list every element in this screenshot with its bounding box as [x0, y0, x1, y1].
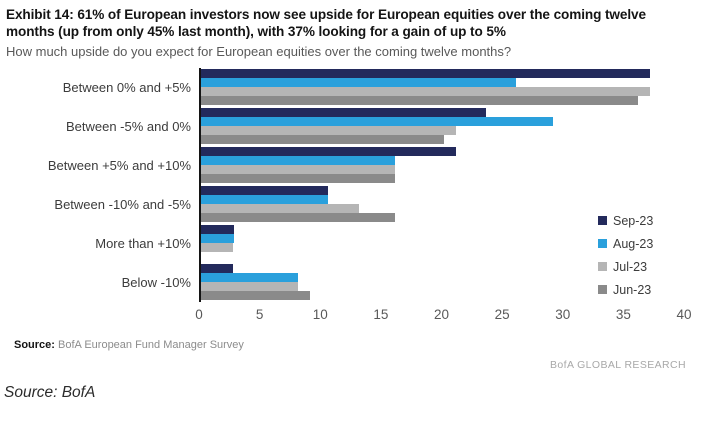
legend-entry-jul-23: Jul-23: [598, 260, 653, 274]
legend-swatch-icon: [598, 216, 607, 226]
chart-row: Between -5% and 0%: [6, 106, 696, 146]
bar-jul-23: [201, 282, 298, 292]
bar-sep-23: [201, 69, 650, 79]
x-tick-label: 30: [555, 306, 571, 322]
chart-row: Between 0% and +5%: [6, 67, 696, 107]
bar-jul-23: [201, 204, 359, 214]
bar-sep-23: [201, 225, 234, 235]
bofa-global-research-branding: BofA GLOBAL RESEARCH: [550, 358, 686, 371]
bar-sep-23: [201, 186, 329, 196]
source-text: BofA European Fund Manager Survey: [58, 338, 244, 351]
legend: Sep-23 Aug-23 Jul-23 Jun-23: [598, 214, 653, 306]
bar-aug-23: [201, 234, 234, 244]
legend-entry-sep-23: Sep-23: [598, 214, 653, 228]
x-tick-label: 10: [312, 306, 328, 322]
x-tick-label: 0: [195, 306, 203, 322]
bar-jul-23: [201, 165, 395, 175]
legend-swatch-icon: [598, 262, 607, 272]
chart-question-subtitle: How much upside do you expect for Europe…: [6, 43, 512, 59]
bar-sep-23: [201, 147, 456, 157]
bar-sep-23: [201, 264, 233, 274]
legend-swatch-icon: [598, 239, 607, 249]
legend-entry-jun-23: Jun-23: [598, 283, 653, 297]
exhibit-title: Exhibit 14: 61% of European investors no…: [6, 7, 646, 40]
x-axis: 0 5 10 15 20 25 30 35 40: [195, 306, 691, 325]
legend-label: Jun-23: [613, 282, 652, 297]
bar-jun-23: [201, 213, 395, 223]
category-label: Between 0% and +5%: [62, 79, 191, 95]
x-tick-label: 40: [676, 306, 692, 322]
exhibit-panel: Exhibit 14: 61% of European investors no…: [6, 7, 696, 371]
x-tick-label: 20: [433, 306, 450, 322]
plot-rows: Between 0% and +5% Between -5% and 0% Betw…: [6, 67, 696, 302]
legend-swatch-icon: [598, 285, 607, 295]
bar-aug-23: [201, 273, 298, 283]
bar-aug-23: [201, 78, 517, 88]
category-label: Between -10% and -5%: [54, 196, 191, 212]
bar-sep-23: [201, 108, 486, 118]
legend-label: Jul-23: [613, 259, 648, 274]
bar-group: [199, 145, 686, 185]
x-tick-label: 25: [494, 306, 510, 322]
chart-row: More than +10%: [6, 223, 696, 263]
chart-row: Between -10% and -5%: [6, 184, 696, 224]
bar-jul-23: [201, 243, 233, 253]
category-label: Below -10%: [121, 274, 191, 290]
bar-group: [199, 67, 686, 107]
bar-jul-23: [201, 87, 650, 97]
source-label: Source:: [14, 338, 55, 351]
bar-jun-23: [201, 174, 395, 184]
legend-entry-aug-23: Aug-23: [598, 237, 653, 251]
legend-label: Sep-23: [613, 213, 654, 228]
bar-group: [199, 223, 686, 263]
bar-group: [199, 262, 686, 302]
bar-jun-23: [201, 96, 638, 106]
bar-chart: Between 0% and +5% Between -5% and 0% Betw…: [6, 67, 696, 325]
chart-row: Below -10%: [6, 262, 696, 302]
bar-jul-23: [201, 126, 456, 136]
x-tick-label: 35: [615, 306, 631, 322]
bar-jun-23: [201, 135, 444, 145]
bar-jun-23: [201, 291, 311, 301]
bar-group: [199, 106, 686, 146]
bar-group: [199, 184, 686, 224]
category-label: More than +10%: [95, 235, 191, 251]
legend-label: Aug-23: [613, 236, 654, 251]
page-caption: Source: BofA: [4, 383, 96, 401]
x-tick-label: 5: [255, 306, 264, 322]
bar-aug-23: [201, 195, 329, 205]
x-tick-label: 15: [373, 306, 389, 322]
bar-aug-23: [201, 156, 395, 166]
bar-aug-23: [201, 117, 553, 127]
category-label: Between +5% and +10%: [47, 157, 191, 173]
category-label: Between -5% and 0%: [65, 118, 191, 134]
chart-row: Between +5% and +10%: [6, 145, 696, 185]
source-line: Source: BofA European Fund Manager Surve…: [14, 339, 696, 351]
